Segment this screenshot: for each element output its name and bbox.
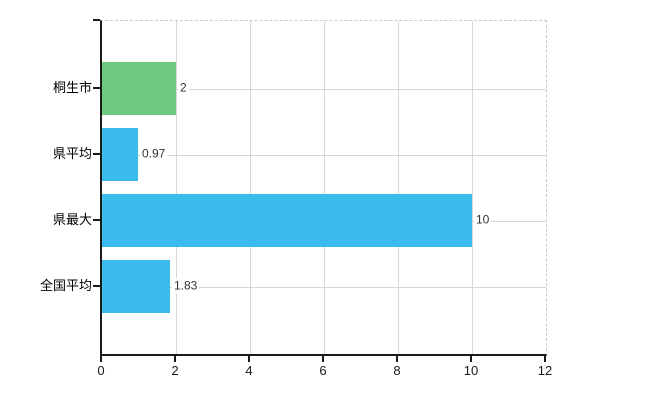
bar-blue — [102, 128, 138, 181]
category-label: 県平均 — [52, 146, 92, 161]
category-label: 桐生市 — [52, 80, 92, 95]
x-axis-tick — [174, 355, 176, 362]
x-axis-tick — [396, 355, 398, 362]
plot-area — [100, 20, 547, 356]
x-axis-tick — [322, 355, 324, 362]
y-gridline — [102, 154, 546, 156]
bar-blue — [102, 260, 170, 313]
category-label: 全国平均 — [39, 278, 92, 293]
x-axis-tick — [544, 355, 546, 362]
bar-value-label: 10 — [474, 212, 492, 228]
x-tick-label: 2 — [171, 363, 179, 378]
bar-value-label: 1.83 — [172, 278, 200, 294]
x-gridline — [323, 21, 325, 354]
category-label: 県最大 — [52, 212, 92, 227]
y-axis-tick — [93, 19, 100, 21]
y-axis-tick — [93, 285, 100, 287]
x-tick-label: 10 — [463, 363, 479, 378]
y-gridline — [102, 286, 546, 288]
x-tick-label: 0 — [97, 363, 105, 378]
x-tick-label: 6 — [319, 363, 327, 378]
x-gridline — [397, 21, 399, 354]
x-axis-tick — [248, 355, 250, 362]
bar-value-label: 2 — [178, 80, 189, 96]
x-gridline — [249, 21, 251, 354]
x-gridline — [175, 21, 177, 354]
x-axis-tick — [100, 355, 102, 362]
bar-green — [102, 62, 176, 115]
x-axis-tick — [470, 355, 472, 362]
x-gridline — [471, 21, 473, 354]
x-tick-label: 8 — [393, 363, 401, 378]
x-tick-label: 12 — [537, 363, 553, 378]
y-gridline — [102, 88, 546, 90]
y-axis-tick — [93, 219, 100, 221]
bar-blue — [102, 194, 472, 247]
x-tick-label: 4 — [245, 363, 253, 378]
y-axis-tick — [93, 87, 100, 89]
bar-value-label: 0.97 — [140, 146, 168, 162]
y-axis-tick — [93, 153, 100, 155]
